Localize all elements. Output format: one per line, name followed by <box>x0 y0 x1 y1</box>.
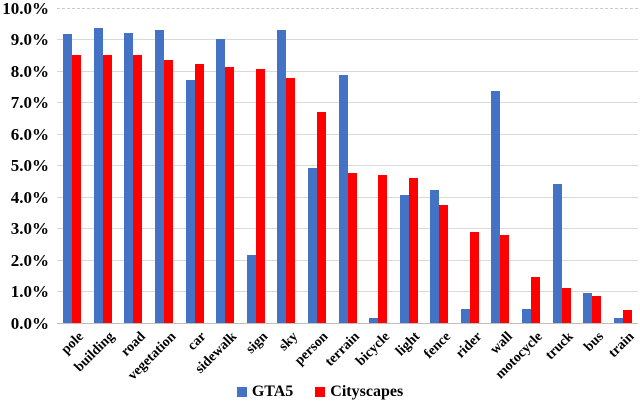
bar-cityscapes-pole <box>72 54 82 323</box>
bar-gta5-sky <box>277 29 287 323</box>
x-axis-label-sign: sign <box>243 329 271 357</box>
bar-gta5-sidewalk <box>216 39 226 323</box>
x-axis-label-car: car <box>185 329 210 354</box>
legend-label-cityscapes: Cityscapes <box>330 383 404 400</box>
bar-cityscapes-road <box>133 54 143 323</box>
bar-cityscapes-person <box>316 111 326 323</box>
x-axis-label-truck: truck <box>542 329 577 364</box>
y-axis-tick-label: 10.0% <box>2 0 49 18</box>
bar-cityscapes-car <box>194 64 204 323</box>
y-axis-tick-label: 2.0% <box>10 250 49 270</box>
x-axis-label-fence: fence <box>421 329 455 362</box>
bar-gta5-motocycle <box>522 308 531 323</box>
legend-label-gta5: GTA5 <box>251 383 294 400</box>
chart-legend: GTA5 Cityscapes <box>0 382 640 402</box>
gridline <box>57 39 638 41</box>
bar-cityscapes-rider <box>469 231 479 323</box>
bar-gta5-pole <box>63 34 73 323</box>
bar-cityscapes-wall <box>500 234 510 323</box>
bar-cityscapes-building <box>102 54 112 323</box>
bar-cityscapes-sky <box>286 78 296 323</box>
y-axis-tick-label: 4.0% <box>10 187 49 207</box>
x-axis-label-light: light <box>393 329 424 360</box>
bar-gta5-vegetation <box>155 29 165 323</box>
bar-gta5-road <box>124 32 134 323</box>
x-axis-label-bus: bus <box>581 329 608 355</box>
bar-gta5-bus <box>583 293 593 323</box>
y-axis-tick-label: 7.0% <box>10 93 49 113</box>
bar-gta5-train <box>613 318 623 323</box>
bar-gta5-building <box>93 28 103 323</box>
bar-gta5-fence <box>430 190 440 323</box>
x-axis-label-rider: rider <box>452 329 485 362</box>
y-axis-tick-label: 0.0% <box>10 314 49 333</box>
y-axis-tick-label: 9.0% <box>10 30 49 50</box>
bar-gta5-rider <box>460 308 470 323</box>
bar-cityscapes-sidewalk <box>225 67 235 323</box>
legend-item-gta5: GTA5 <box>236 383 294 400</box>
bar-gta5-terrain <box>338 75 348 323</box>
x-axis-label-train: train <box>606 329 638 361</box>
gridline <box>57 70 638 72</box>
y-axis-tick-label: 8.0% <box>10 61 49 81</box>
bar-gta5-light <box>399 195 409 323</box>
gridline <box>57 7 638 9</box>
bar-gta5-wall <box>491 91 501 323</box>
x-axis-label-terrain: terrain <box>322 329 363 370</box>
bar-gta5-truck <box>552 184 562 323</box>
bar-gta5-car <box>185 80 195 323</box>
bar-cityscapes-light <box>408 177 418 323</box>
bar-cityscapes-train <box>622 310 632 323</box>
bar-cityscapes-bus <box>592 296 602 323</box>
y-axis-tick-label: 5.0% <box>10 156 49 176</box>
bar-cityscapes-fence <box>439 204 449 323</box>
bar-gta5-sign <box>246 255 256 323</box>
bar-cityscapes-truck <box>561 288 571 323</box>
bar-cityscapes-vegetation <box>164 59 174 323</box>
legend-item-cityscapes: Cityscapes <box>315 384 403 400</box>
bar-gta5-bicycle <box>369 318 379 323</box>
y-axis-tick-label: 1.0% <box>10 282 49 302</box>
bar-cityscapes-motocycle <box>531 277 540 323</box>
legend-swatch-cityscapes <box>315 387 326 397</box>
legend-swatch-gta5 <box>236 387 247 397</box>
gridline <box>57 323 638 324</box>
y-axis-tick-label: 3.0% <box>10 219 49 239</box>
bar-gta5-person <box>307 168 317 323</box>
y-axis-tick-label: 6.0% <box>10 124 49 144</box>
bar-cityscapes-terrain <box>347 173 357 323</box>
bar-cityscapes-sign <box>255 69 265 323</box>
bar-cityscapes-bicycle <box>378 174 388 323</box>
